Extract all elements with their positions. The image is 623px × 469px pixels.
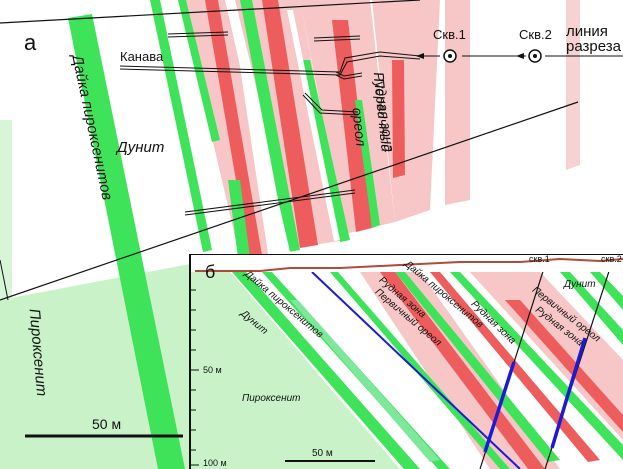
- dike-band-3: [240, 0, 300, 252]
- left-light-strip: [0, 120, 12, 300]
- inset-well-2-label: скв.2: [601, 254, 622, 264]
- inset-halo-2: [470, 272, 623, 440]
- inset-dike-6: [560, 272, 623, 345]
- ore-band-2: [262, 0, 318, 248]
- well-2-label: Скв.2: [519, 27, 552, 42]
- halo-label-2: ореол: [349, 106, 370, 148]
- inset-dike-8: [290, 300, 440, 462]
- panel-letter-a: а: [24, 30, 37, 55]
- white-streak-1: [225, 0, 290, 253]
- arrow-head-1: [416, 53, 424, 59]
- inset-dike-5: [450, 272, 623, 460]
- dunite-contact-line: [0, 101, 579, 301]
- panel-letter-b: б: [205, 262, 216, 282]
- inset-pyroxenite-label: Пироксенит: [242, 393, 301, 404]
- well-1-symbol: [443, 49, 457, 63]
- well-1-label: Скв.1: [433, 27, 466, 42]
- section-line-label-1: линия: [566, 23, 608, 40]
- inset-dike-4: [395, 272, 560, 462]
- inset-pyroxenite: [190, 272, 400, 469]
- inset-dike-7: [590, 272, 623, 310]
- dike-band-2: [150, 0, 212, 252]
- dike-main: [68, 14, 185, 469]
- trench-label: Канава: [120, 49, 164, 64]
- dunite-label: Дунит: [117, 139, 165, 156]
- inset-depth-label-100: 100 м: [203, 458, 227, 468]
- trench: [119, 31, 421, 216]
- ore-band-3: [332, 20, 372, 232]
- inset-borehole-2-blue: [550, 337, 587, 449]
- well-2-symbol: [528, 49, 542, 63]
- main-scale-label: 50 м: [92, 416, 122, 432]
- white-streak-2: [287, 10, 340, 241]
- inset-scale-label: 50 м: [312, 448, 333, 459]
- section-line-label-2: разреза: [566, 38, 621, 55]
- inset-borehole-1-blue: [483, 361, 516, 453]
- inset-well-1-label: скв.1: [529, 254, 550, 264]
- inset-blue-line: [311, 272, 521, 469]
- dike-band-6: [228, 180, 250, 258]
- dike-band-5: [355, 100, 380, 228]
- inset-dike-3: [330, 272, 510, 469]
- inset-dunite-b-label: Дунит: [564, 279, 596, 290]
- arrow-head-2: [516, 53, 524, 59]
- lower-contact-line: [0, 259, 9, 301]
- inset-surface-profile: [195, 257, 623, 272]
- inset-dike-1: [232, 272, 420, 469]
- inset-depth-label-50: 50 м: [203, 365, 222, 375]
- inset-ore-1: [380, 272, 545, 469]
- inset-section: [190, 255, 623, 469]
- inset-ore-2: [430, 272, 600, 462]
- ore-band-4: [392, 60, 405, 178]
- ore-band-1: [205, 0, 262, 256]
- inset-ore-3: [505, 300, 623, 432]
- inset-depth-ticks: [190, 289, 199, 466]
- halo-band-6: [566, 0, 580, 170]
- top-contact-line: [0, 0, 421, 24]
